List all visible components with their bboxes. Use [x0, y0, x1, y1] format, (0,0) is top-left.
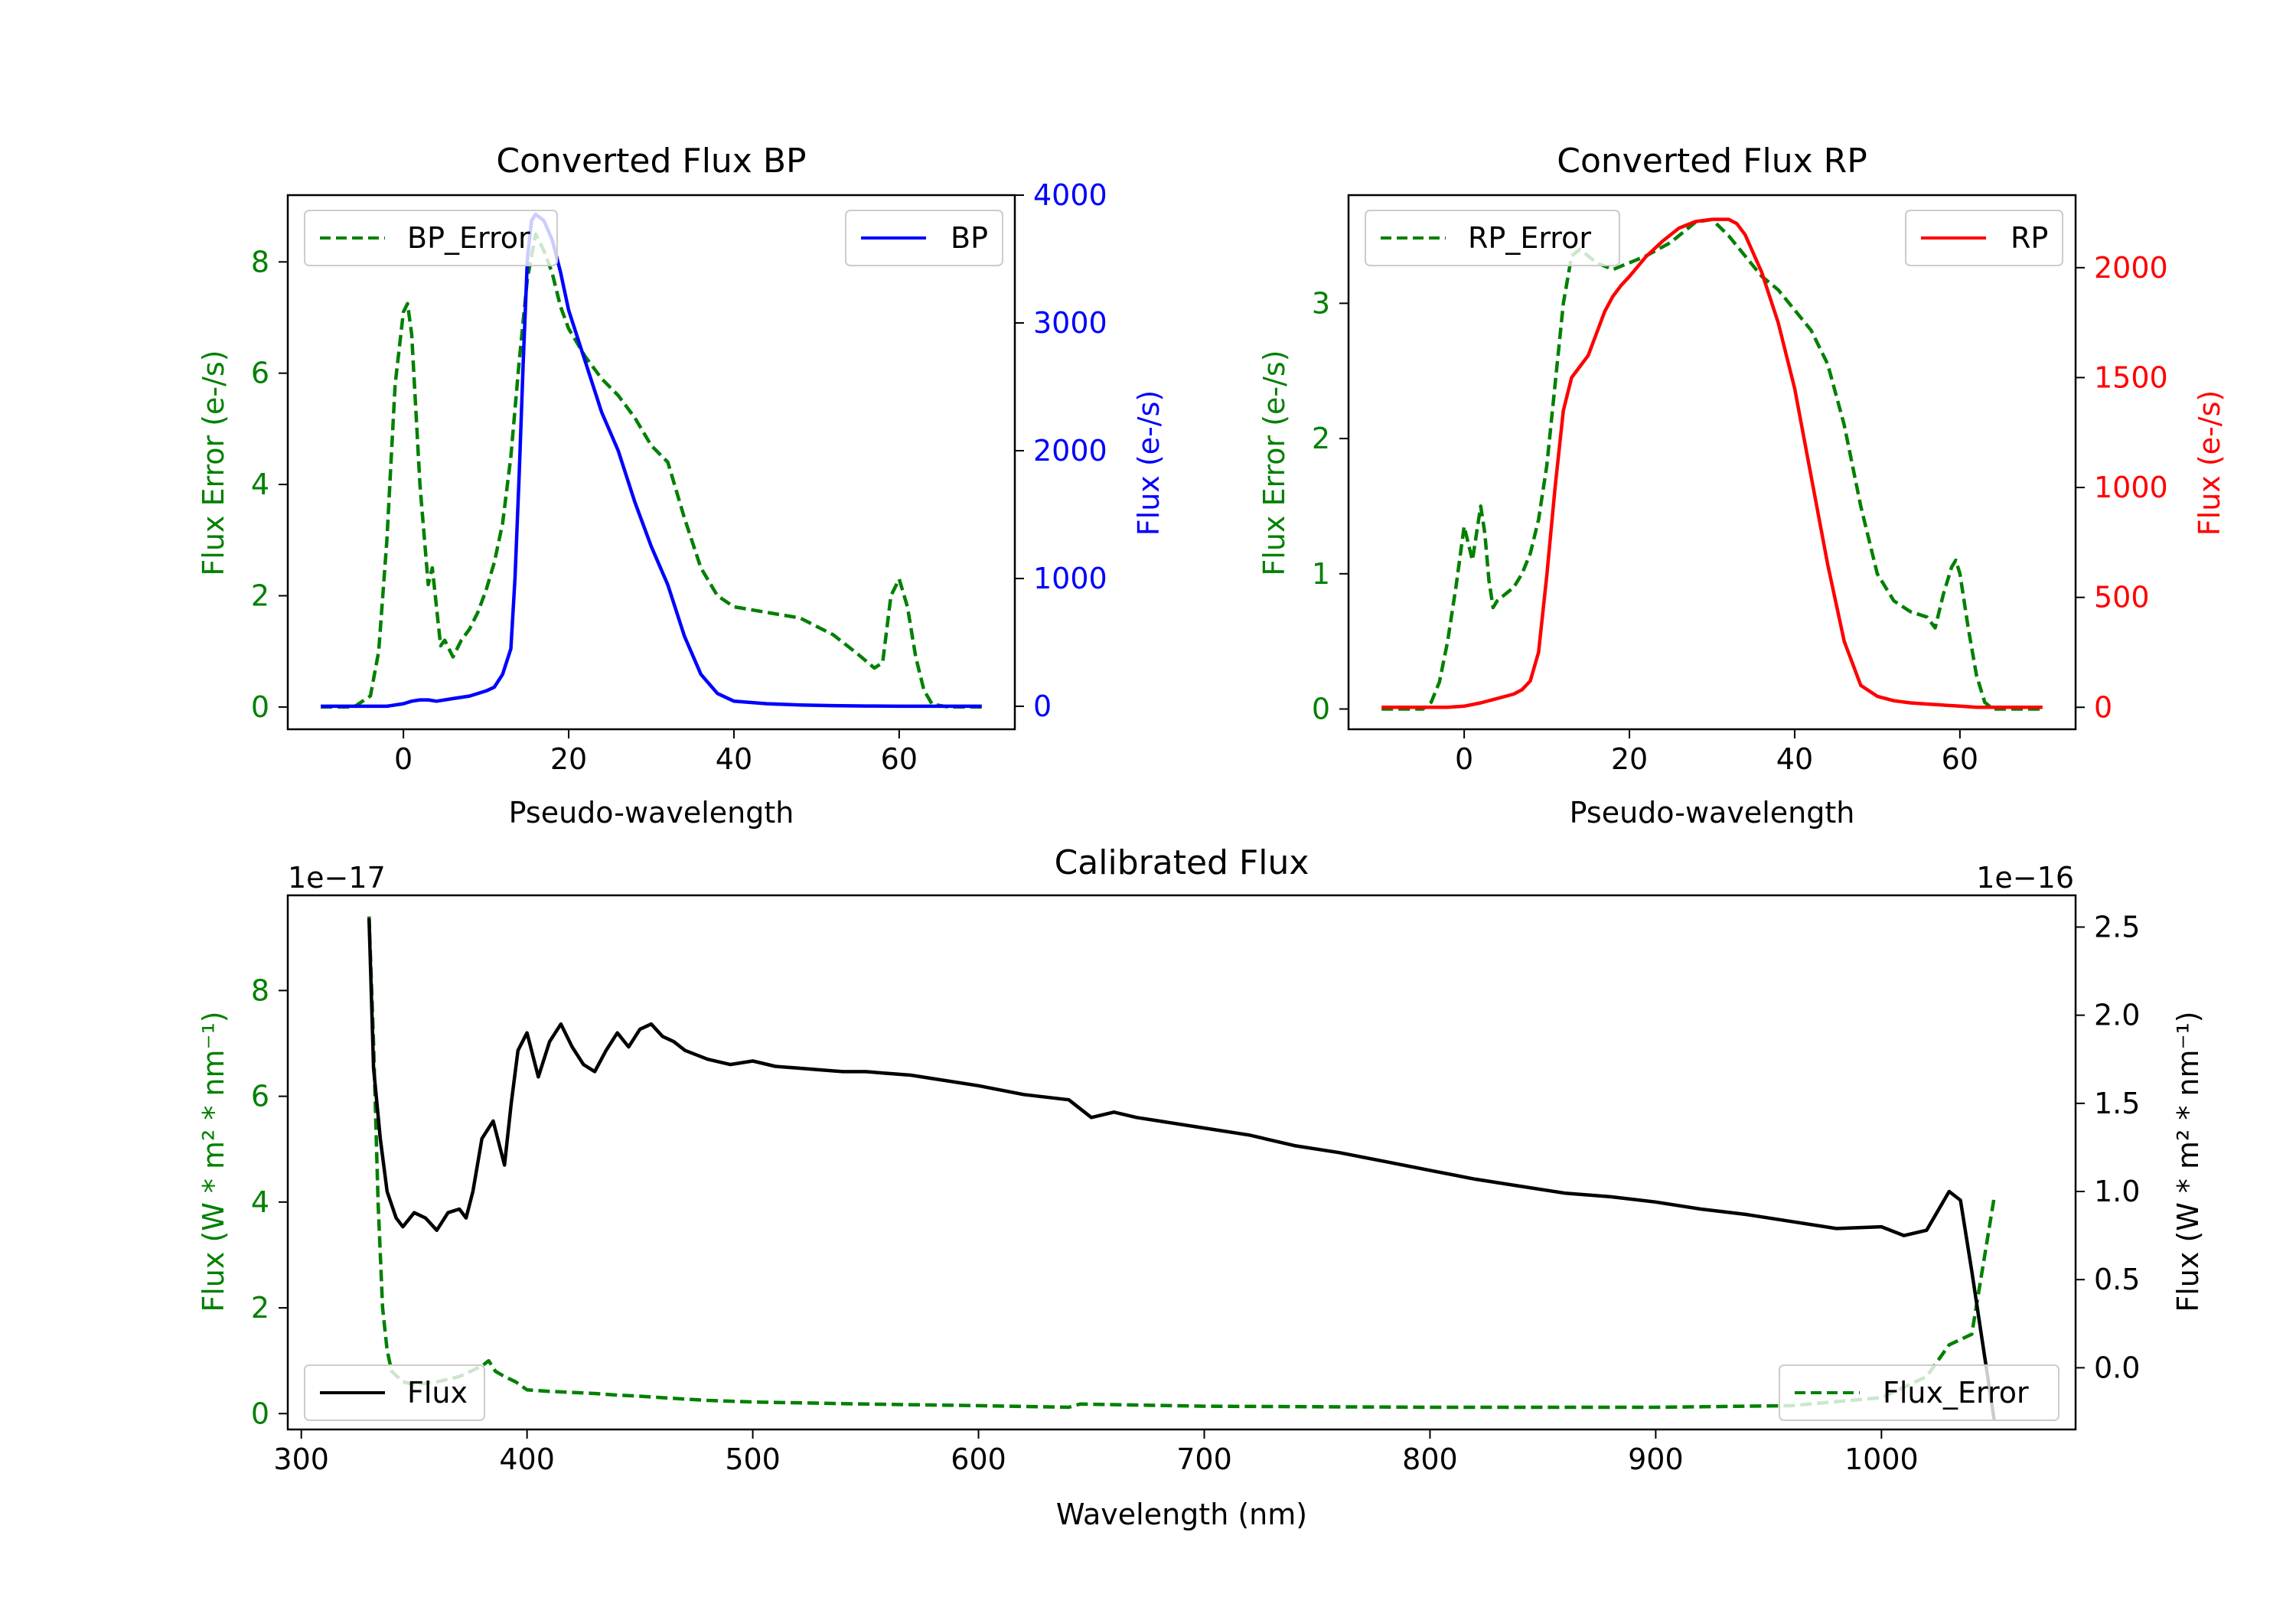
calibrated-xtick-label: 800: [1402, 1442, 1458, 1476]
calibrated-ytick-left-label: 6: [251, 1080, 269, 1113]
rp-ylabel-right: Flux (e-/s): [2193, 390, 2226, 536]
rp-title: Converted Flux RP: [1557, 142, 1867, 181]
calibrated-ytick-left-label: 0: [251, 1397, 269, 1430]
rp-xlabel: Pseudo-wavelength: [1570, 796, 1855, 830]
calibrated-offset-right: 1e−16: [1976, 861, 2074, 895]
bp-ytick-left-label: 6: [251, 357, 269, 390]
bp-legend-right: BP: [845, 210, 1003, 266]
bp-xtick-label: 0: [394, 742, 413, 776]
rp-ylabel-left: Flux Error (e-/s): [1257, 350, 1291, 575]
calibrated-legend-right-label: Flux_Error: [1883, 1376, 2029, 1410]
rp-ytick-left-label: 1: [1312, 557, 1330, 591]
rp-ytick-right-label: 2000: [2094, 251, 2168, 285]
rp-axes-frame: [1347, 194, 2077, 731]
calibrated-xtick-label: 1000: [1844, 1442, 1919, 1476]
rp-legend-left: RP_Error: [1365, 210, 1620, 266]
rp-legend-right-label: RP: [2011, 221, 2048, 255]
bp-xtick-label: 60: [881, 742, 918, 776]
calibrated-axes-frame: [286, 894, 2077, 1431]
calibrated-ytick-right-label: 0.5: [2094, 1263, 2140, 1296]
bp-ytick-right-label: 2000: [1033, 434, 1107, 468]
rp-plot-area: 0 20 40 60 0 1 2 3 0 500 1000 1500 2000: [1312, 194, 2168, 776]
bp-ytick-left-label: 2: [251, 579, 269, 613]
calibrated-ytick-right-label: 1.0: [2094, 1175, 2140, 1208]
calibrated-ytick-right-label: 1.5: [2094, 1087, 2140, 1120]
calibrated-legend-left-box: [304, 1364, 485, 1421]
rp-xtick-label: 60: [1942, 742, 1978, 776]
bp-ytick-left-label: 8: [251, 245, 269, 279]
calibrated-ytick-right-label: 2.0: [2094, 999, 2140, 1032]
rp-legend-left-label: RP_Error: [1468, 221, 1591, 255]
bp-xtick-label: 40: [716, 742, 752, 776]
calibrated-ylabel-left: Flux (W * m² * nm⁻¹): [197, 1011, 230, 1312]
calibrated-offset-left: 1e−17: [288, 861, 386, 895]
calibrated-xtick-label: 900: [1628, 1442, 1684, 1476]
rp-ytick-left-label: 0: [1312, 692, 1330, 725]
rp-xtick-label: 20: [1611, 742, 1648, 776]
rp-ytick-left-label: 3: [1312, 286, 1330, 320]
bp-legend-left-label: BP_Error: [407, 221, 530, 255]
rp-ytick-right-label: 1000: [2094, 471, 2168, 504]
bp-ylabel-right: Flux (e-/s): [1132, 390, 1166, 536]
bp-ylabel-left: Flux Error (e-/s): [197, 350, 230, 575]
rp-legend-right: RP: [1905, 210, 2063, 266]
bp-legend-right-label: BP: [951, 221, 988, 255]
calibrated-series-flux-line: [367, 918, 1997, 1421]
calibrated-legend-left-label: Flux: [407, 1376, 468, 1410]
bp-legend-left: BP_Error: [304, 210, 558, 266]
calibrated-ytick-left-label: 4: [251, 1185, 269, 1219]
rp-ytick-right-label: 500: [2094, 581, 2150, 614]
calibrated-plot-area: 300 400 500 600 700 800 900 1000 0 2 4 6 8 0.0 0.5 1.0 1…: [251, 894, 2140, 1476]
bp-panel: Converted Flux BP Pseudo-wavelength Flux…: [197, 142, 1166, 830]
rp-legend-left-box: [1365, 210, 1620, 266]
bp-ytick-right-label: 1000: [1033, 562, 1107, 595]
bp-ytick-right-label: 0: [1033, 689, 1052, 723]
rp-ytick-right-label: 0: [2094, 690, 2112, 724]
calibrated-xtick-label: 500: [725, 1442, 781, 1476]
rp-ytick-right-label: 1500: [2094, 360, 2168, 394]
rp-xtick-label: 40: [1776, 742, 1813, 776]
calibrated-xtick-label: 600: [951, 1442, 1006, 1476]
bp-ytick-left-label: 4: [251, 468, 269, 501]
calibrated-xtick-label: 700: [1176, 1442, 1232, 1476]
rp-xtick-label: 0: [1455, 742, 1473, 776]
bp-ytick-left-label: 0: [251, 690, 269, 724]
calibrated-ytick-left-label: 2: [251, 1291, 269, 1325]
rp-ytick-left-label: 2: [1312, 422, 1330, 455]
rp-series-rp-line: [1381, 217, 2043, 709]
rp-series-rp-error-line: [1381, 217, 2043, 711]
calibrated-ytick-right-label: 2.5: [2094, 910, 2140, 944]
calibrated-legend-left: Flux: [304, 1364, 485, 1421]
bp-xlabel: Pseudo-wavelength: [509, 796, 794, 830]
bp-title: Converted Flux BP: [496, 142, 806, 181]
calibrated-ytick-right-label: 0.0: [2094, 1351, 2140, 1384]
calibrated-title: Calibrated Flux: [1055, 843, 1309, 882]
calibrated-legend-right: Flux_Error: [1779, 1364, 2060, 1421]
calibrated-legend-right-box: [1779, 1364, 2060, 1421]
bp-xtick-label: 20: [550, 742, 587, 776]
calibrated-ylabel-right: Flux (W * m² * nm⁻¹): [2171, 1011, 2205, 1312]
calibrated-panel: Calibrated Flux Wavelength (nm) Flux (W …: [197, 843, 2205, 1531]
calibrated-xlabel: Wavelength (nm): [1056, 1498, 1307, 1531]
calibrated-xtick-label: 400: [499, 1442, 555, 1476]
calibrated-xtick-label: 300: [273, 1442, 329, 1476]
rp-panel: Converted Flux RP Pseudo-wavelength Flux…: [1257, 142, 2226, 830]
bp-legend-left-box: [304, 210, 558, 266]
bp-ytick-right-label: 4000: [1033, 178, 1107, 212]
bp-ytick-right-label: 3000: [1033, 306, 1107, 340]
calibrated-ytick-left-label: 8: [251, 973, 269, 1007]
bp-axes-frame: [286, 194, 1016, 731]
